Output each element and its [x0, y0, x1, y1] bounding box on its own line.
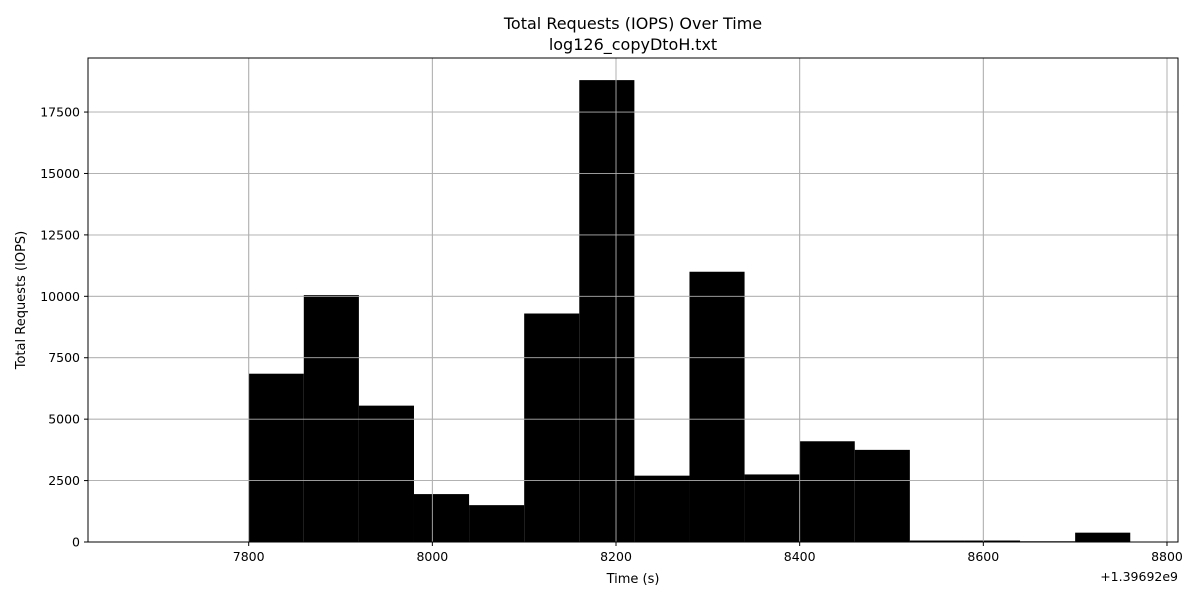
bars — [248, 80, 1131, 543]
histogram-bar — [909, 540, 965, 542]
y-tick-label: 10000 — [40, 289, 80, 304]
histogram-bar — [744, 474, 800, 542]
histogram-bar — [248, 373, 304, 542]
y-tick-label: 5000 — [48, 412, 80, 427]
x-offset-label: +1.39692e9 — [1100, 569, 1178, 584]
histogram-bar — [358, 405, 414, 542]
x-tick-label: 8600 — [967, 549, 999, 564]
y-tick-label: 7500 — [48, 350, 80, 365]
y-tick-label: 0 — [72, 535, 80, 550]
x-axis-label: Time (s) — [606, 572, 660, 587]
x-tick-label: 8800 — [1151, 549, 1183, 564]
y-tick-label: 17500 — [40, 105, 80, 120]
y-axis-ticks: 0 2500 5000 7500 10000 12500 15000 17500 — [40, 105, 88, 550]
histogram-bar — [689, 271, 745, 542]
chart-subtitle: log126_copyDtoH.txt — [549, 35, 717, 55]
y-tick-label: 12500 — [40, 227, 80, 242]
histogram-bar — [413, 494, 470, 542]
histogram-bar — [303, 295, 359, 542]
x-tick-label: 8000 — [416, 549, 448, 564]
x-tick-label: 7800 — [233, 549, 265, 564]
histogram-bar — [579, 80, 635, 543]
x-tick-label: 8200 — [600, 549, 632, 564]
x-tick-label: 8400 — [784, 549, 816, 564]
histogram-bar — [634, 475, 690, 542]
plot-area-frame — [87, 57, 1179, 543]
histogram-bar — [1075, 532, 1131, 542]
y-tick-label: 2500 — [48, 473, 80, 488]
chart-title: Total Requests (IOPS) Over Time — [503, 14, 762, 33]
histogram-bar — [799, 441, 855, 542]
x-axis-ticks: 7800 8000 8200 8400 8600 8800 — [233, 542, 1183, 564]
histogram-bar — [854, 449, 910, 542]
histogram-bar — [964, 540, 1021, 542]
y-tick-label: 15000 — [40, 166, 80, 181]
histogram-bar — [524, 313, 580, 542]
y-axis-label: Total Requests (IOPS) — [14, 231, 29, 371]
histogram-bar — [469, 505, 525, 542]
